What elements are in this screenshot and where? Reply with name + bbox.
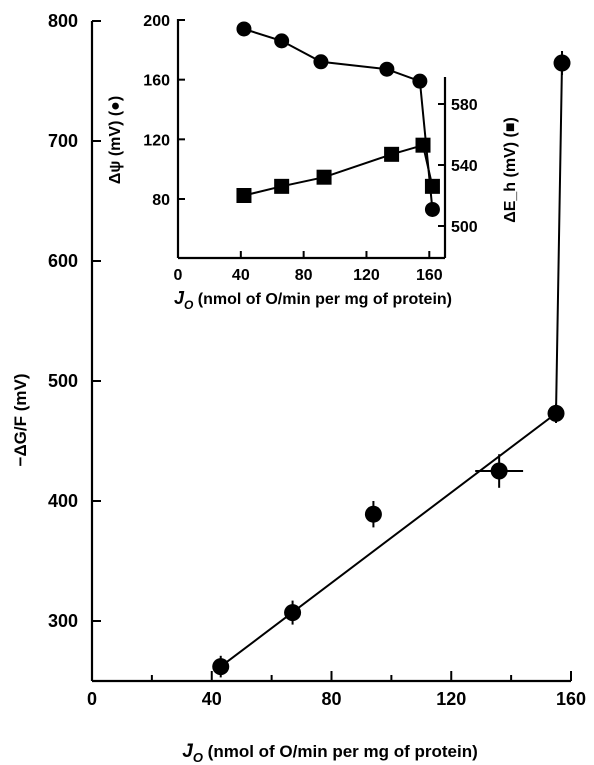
y-tick-label: 700: [48, 131, 78, 151]
data-point: [547, 404, 565, 422]
data-point: [364, 505, 382, 523]
inset-circle-point: [379, 61, 395, 77]
inset-square-point: [316, 169, 332, 185]
inset-x-tick-label: 120: [353, 267, 380, 284]
data-point: [284, 604, 302, 622]
y-axis-title: −ΔG/F (mV): [11, 374, 30, 467]
inset-left-tick-label: 160: [143, 73, 170, 90]
inset-background: [140, 6, 470, 322]
inset-x-tick-label: 80: [295, 267, 313, 284]
inset-right-tick-label: 580: [451, 97, 478, 114]
inset-left-axis-title: Δψ (mV) (●): [107, 96, 124, 184]
inset-circle-point: [313, 54, 329, 70]
x-tick-label: 80: [321, 689, 341, 709]
inset-right-axis-title: ΔE_h (mV) (■): [502, 117, 519, 223]
y-tick-label: 500: [48, 371, 78, 391]
y-tick-label: 600: [48, 251, 78, 271]
x-tick-label: 0: [87, 689, 97, 709]
inset-left-tick-label: 80: [152, 192, 170, 209]
inset-circle-point: [274, 33, 290, 49]
inset-square-point: [415, 137, 431, 153]
inset-left-tick-label: 120: [143, 132, 170, 149]
x-axis-title: JO (nmol of O/min per mg of protein): [182, 741, 478, 765]
inset-circle-point: [424, 201, 440, 217]
inset-x-tick-label: 40: [232, 267, 250, 284]
data-point: [490, 462, 508, 480]
y-tick-label: 300: [48, 611, 78, 631]
x-tick-label: 40: [202, 689, 222, 709]
data-point: [212, 658, 230, 676]
inset-circle-point: [236, 21, 252, 37]
inset-circle-point: [412, 73, 428, 89]
inset-square-point: [384, 146, 400, 162]
inset-x-axis-title: JO (nmol of O/min per mg of protein): [174, 288, 452, 312]
data-point: [553, 54, 571, 72]
inset-x-tick-label: 0: [174, 267, 183, 284]
inset-right-tick-label: 500: [451, 219, 478, 236]
inset-square-point: [424, 178, 440, 194]
x-tick-label: 120: [436, 689, 466, 709]
inset-left-tick-label: 200: [143, 13, 170, 30]
inset-square-point: [274, 178, 290, 194]
inset-plot: 80 120 160 200 500 540 580 0 40 80 120 160 JO (nmol …: [107, 6, 519, 322]
x-tick-label: 160: [556, 689, 586, 709]
inset-x-tick-label: 160: [416, 267, 443, 284]
inset-square-point: [236, 188, 252, 203]
y-tick-label: 800: [48, 11, 78, 31]
y-tick-label: 400: [48, 491, 78, 511]
inset-right-tick-label: 540: [451, 158, 478, 175]
